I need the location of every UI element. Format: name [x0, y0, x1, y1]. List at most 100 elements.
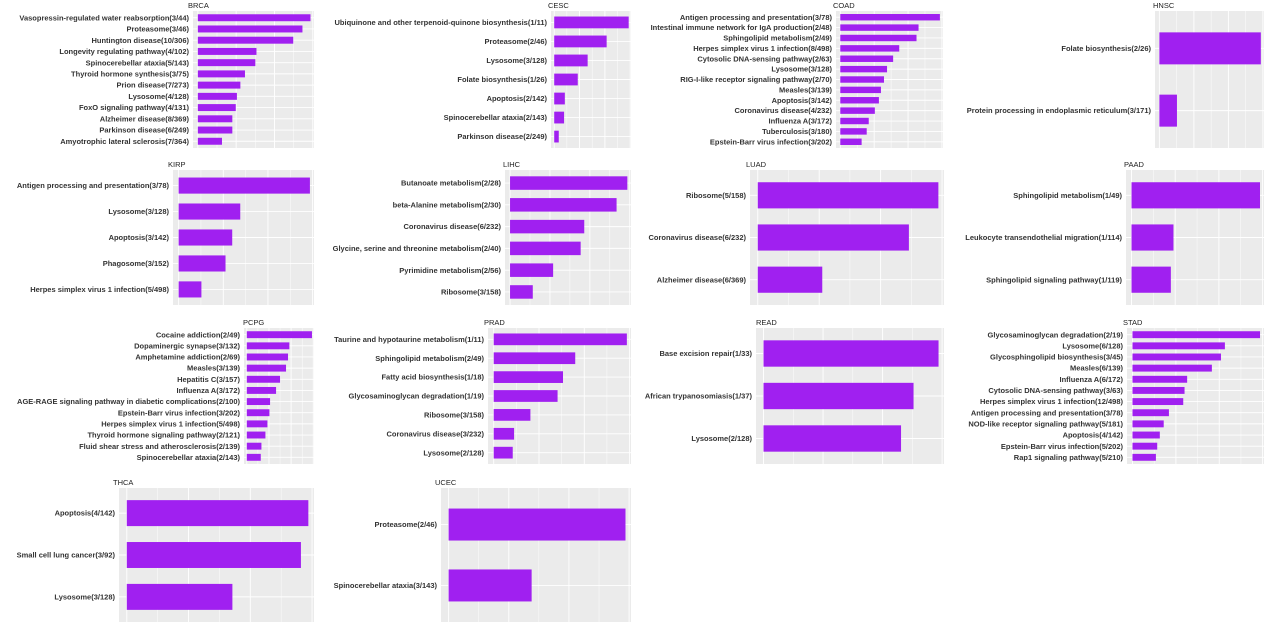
category-label: Coronavirus disease(6/232) [403, 222, 501, 231]
bar [246, 364, 287, 372]
category-label: Butanoate metabolism(2/28) [401, 179, 502, 188]
bar [1131, 224, 1174, 251]
bar [1159, 94, 1177, 127]
bar [246, 331, 312, 339]
category-label: Coronavirus disease(4/232) [734, 106, 832, 115]
bar [197, 104, 236, 112]
category-label: Cytosolic DNA-sensing pathway(3/63) [988, 386, 1123, 395]
panel-title: PAAD [1124, 160, 1144, 169]
bar [448, 508, 626, 541]
category-label: Spinocerebellar ataxia(5/143) [86, 58, 190, 67]
category-label: Thyroid hormone signaling pathway(2/121) [87, 431, 240, 440]
category-label: Ribosome(3/158) [441, 288, 502, 297]
bar [197, 36, 294, 44]
category-label: Alzheimer disease(6/369) [657, 275, 747, 284]
bar [1132, 409, 1169, 417]
panel-title: COAD [833, 1, 855, 10]
bar [448, 569, 532, 602]
panel-brca: BRCA Vasopressin-regulated water reabsorp… [19, 1, 314, 148]
bar [510, 219, 585, 234]
panel-kirp: KIRP Antigen processing and presentation(… [17, 160, 314, 305]
bar [1132, 353, 1221, 361]
category-label: Phagosome(3/152) [103, 259, 170, 268]
category-label: Protein processing in endoplasmic reticu… [967, 106, 1152, 115]
bar [197, 25, 303, 33]
category-label: Antigen processing and presentation(3/78… [971, 408, 1124, 417]
bar [510, 285, 533, 299]
bar [840, 65, 888, 73]
panel-title: UCEC [435, 478, 457, 487]
bar [554, 54, 588, 67]
category-label: Coronavirus disease(6/232) [648, 233, 746, 242]
bar [493, 446, 513, 459]
bar [554, 73, 578, 86]
category-label: FoxO signaling pathway(4/131) [79, 103, 190, 112]
category-label: Rap1 signaling pathway(5/210) [1014, 453, 1124, 462]
category-label: Longevity regulating pathway(4/102) [59, 47, 189, 56]
bar [840, 97, 879, 104]
category-label: Base excision repair(1/33) [659, 349, 752, 358]
category-label: Proteasome(2/46) [484, 37, 547, 46]
bar [554, 16, 629, 29]
category-label: Sphingolipid metabolism(2/49) [723, 34, 832, 43]
panel-title: BRCA [188, 1, 209, 10]
bar [840, 117, 869, 125]
panel-lihc: LIHC Butanoate metabolism(2/28) beta-Alani… [333, 160, 631, 305]
bar [126, 500, 309, 527]
panel-title: STAD [1123, 318, 1143, 327]
panel-title: PCPG [243, 318, 264, 327]
panel-read: READ Base excision repair(1/33) African tr… [645, 318, 944, 464]
category-label: Herpes simplex virus 1 infection(5/498) [101, 419, 240, 428]
category-label: Huntington disease(10/306) [91, 36, 189, 45]
category-label: Proteasome(2/46) [374, 520, 437, 529]
bar [197, 126, 233, 134]
category-label: Proteasome(3/46) [126, 25, 189, 34]
category-label: Ribosome(3/158) [424, 410, 485, 419]
category-label: Prion disease(7/273) [116, 81, 189, 90]
category-label: Influenza A(3/172) [769, 117, 833, 126]
category-label: Amphetamine addiction(2/69) [135, 353, 240, 362]
bar [197, 59, 256, 67]
bar [246, 353, 289, 361]
category-label: Dopaminergic synapse(3/132) [134, 341, 240, 350]
bar [840, 128, 867, 135]
panel-title: THCA [113, 478, 133, 487]
bar [763, 382, 914, 410]
category-label: Sphingolipid metabolism(2/49) [375, 354, 484, 363]
category-label: Taurine and hypotaurine metabolism(1/11) [334, 335, 484, 344]
panel-title: KIRP [168, 160, 186, 169]
category-label: Folate biosynthesis(1/26) [457, 75, 547, 84]
bar [1131, 266, 1171, 293]
category-label: Lysosome(6/128) [1062, 341, 1123, 350]
bar [1132, 398, 1184, 406]
bar [493, 427, 515, 440]
bar [246, 442, 262, 450]
category-label: Influenza A(3/172) [177, 386, 241, 395]
bar [126, 542, 301, 568]
bar [493, 352, 576, 365]
category-label: Cocaine addiction(2/49) [156, 330, 241, 339]
panel-background [1127, 328, 1264, 464]
category-label: Influenza A(6/172) [1060, 375, 1124, 384]
bar [246, 420, 268, 428]
category-label: Glycine, serine and threonine metabolism… [333, 244, 502, 253]
category-label: Apoptosis(2/142) [487, 94, 548, 103]
category-label: beta-Alanine metabolism(2/30) [393, 200, 502, 209]
bar [246, 431, 266, 439]
category-label: African trypanosomiasis(1/37) [645, 392, 753, 401]
category-label: Lysosome(2/128) [691, 434, 752, 443]
category-label: Herpes simplex virus 1 infection(5/498) [30, 285, 169, 294]
panel-title: HNSC [1153, 1, 1175, 10]
bar [126, 583, 233, 610]
bar [510, 241, 581, 256]
category-label: Coronavirus disease(3/232) [386, 429, 484, 438]
category-label: Lysosome(2/128) [423, 448, 484, 457]
category-label: Lysosome(3/128) [486, 56, 547, 65]
category-label: Ribosome(5/158) [686, 191, 747, 200]
category-label: Glycosphingolipid biosynthesis(3/45) [990, 353, 1123, 362]
panel-title: READ [756, 318, 777, 327]
